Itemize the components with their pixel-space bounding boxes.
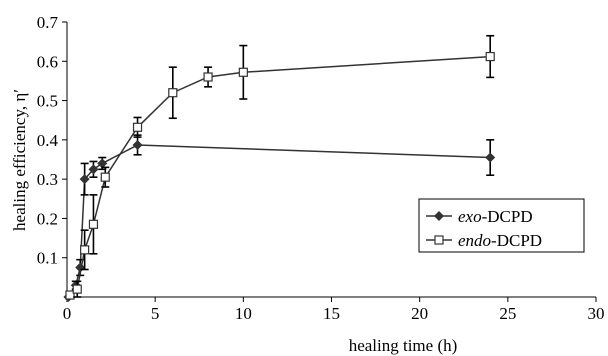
- y-tick-label: 0.4: [37, 131, 59, 150]
- data-point-square: [485, 51, 495, 62]
- series-line-endo: [69, 55, 491, 296]
- y-tick-label: 0.7: [37, 13, 59, 32]
- legend: exo-DCPD endo-DCPD: [418, 198, 585, 253]
- data-point-diamond: [88, 164, 99, 175]
- x-tick-label: 30: [588, 304, 605, 323]
- x-tick-label: 5: [151, 304, 160, 323]
- y-tick-label: 0.6: [37, 52, 58, 71]
- data-point-diamond: [132, 139, 143, 150]
- x-tick-label: 20: [411, 304, 428, 323]
- x-tick-label: 15: [323, 304, 340, 323]
- legend-label-exo: exo-DCPD: [458, 207, 533, 226]
- y-ticks: 0.1 0.2 0.3 0.4 0.5 0.6 0.7: [37, 13, 67, 268]
- data-point-square: [72, 284, 82, 294]
- y-tick-label: 0.5: [37, 92, 58, 111]
- plot-area: [66, 22, 596, 298]
- series-layer: [63, 34, 496, 302]
- data-point-square: [168, 88, 178, 98]
- data-point-diamond: [79, 174, 90, 185]
- data-point-square: [80, 245, 90, 255]
- y-tick-label: 0.1: [37, 249, 58, 268]
- x-ticks: 0 5 10 15 20 25 30: [63, 297, 605, 323]
- x-tick-label: 10: [235, 304, 252, 323]
- data-point-square: [238, 67, 248, 77]
- legend-marker-square: [434, 235, 444, 245]
- data-point-diamond: [97, 158, 108, 169]
- data-point-square: [132, 122, 143, 132]
- y-axis-title: healing efficiency, η′: [10, 89, 29, 231]
- data-point-diamond: [485, 152, 496, 163]
- data-point-square: [203, 72, 213, 82]
- x-axis-title: healing time (h): [349, 336, 458, 355]
- legend-label-endo: endo-DCPD: [458, 231, 542, 250]
- series-endo: [65, 34, 495, 300]
- x-tick-label: 0: [63, 304, 72, 323]
- data-point-square: [88, 219, 99, 229]
- data-point-square: [100, 172, 110, 182]
- legend-box: [418, 198, 585, 253]
- y-tick-label: 0.3: [37, 170, 58, 189]
- x-tick-label: 25: [499, 304, 516, 323]
- y-tick-label: 0.2: [37, 209, 58, 228]
- legend-marker-diamond: [434, 211, 444, 221]
- data-point-square: [65, 290, 75, 300]
